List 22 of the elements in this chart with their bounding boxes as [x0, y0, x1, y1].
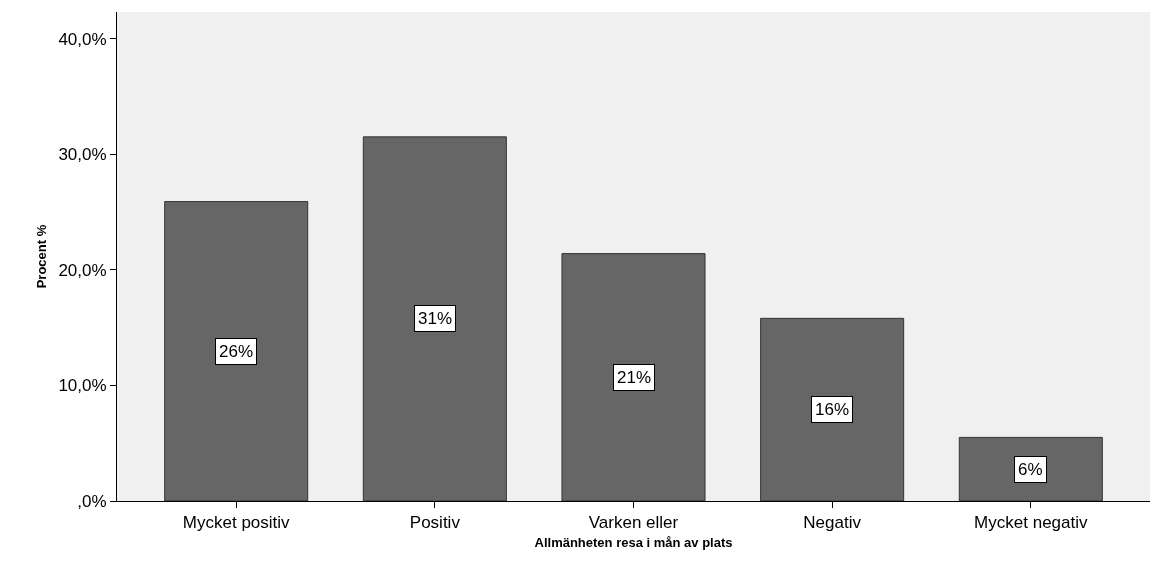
data-label: 31% [418, 309, 453, 328]
bar [362, 136, 507, 501]
bar [561, 253, 706, 501]
y-axis-title: Procent % [34, 224, 50, 289]
x-tick-label: Varken eller [588, 513, 679, 533]
data-label: 26% [219, 342, 254, 361]
y-tick-label: ,0% [77, 491, 107, 511]
data-label: 6% [1018, 460, 1043, 479]
data-label: 21% [617, 368, 652, 387]
data-label: 16% [815, 400, 850, 419]
x-tick-label: Mycket positiv [182, 513, 291, 533]
bar [958, 436, 1103, 501]
y-tick-label: 30,0% [58, 145, 107, 165]
bar [164, 201, 309, 501]
bar [760, 317, 905, 501]
x-tick-label: Mycket negativ [974, 513, 1088, 533]
x-tick-label: Negativ [803, 513, 862, 533]
x-axis-title: Allmänheten resa i mån av plats [534, 535, 733, 550]
y-tick-label: 20,0% [58, 260, 107, 280]
y-tick-label: 40,0% [58, 29, 107, 49]
x-tick-label: Positiv [409, 513, 461, 533]
y-tick-label: 10,0% [58, 376, 107, 396]
